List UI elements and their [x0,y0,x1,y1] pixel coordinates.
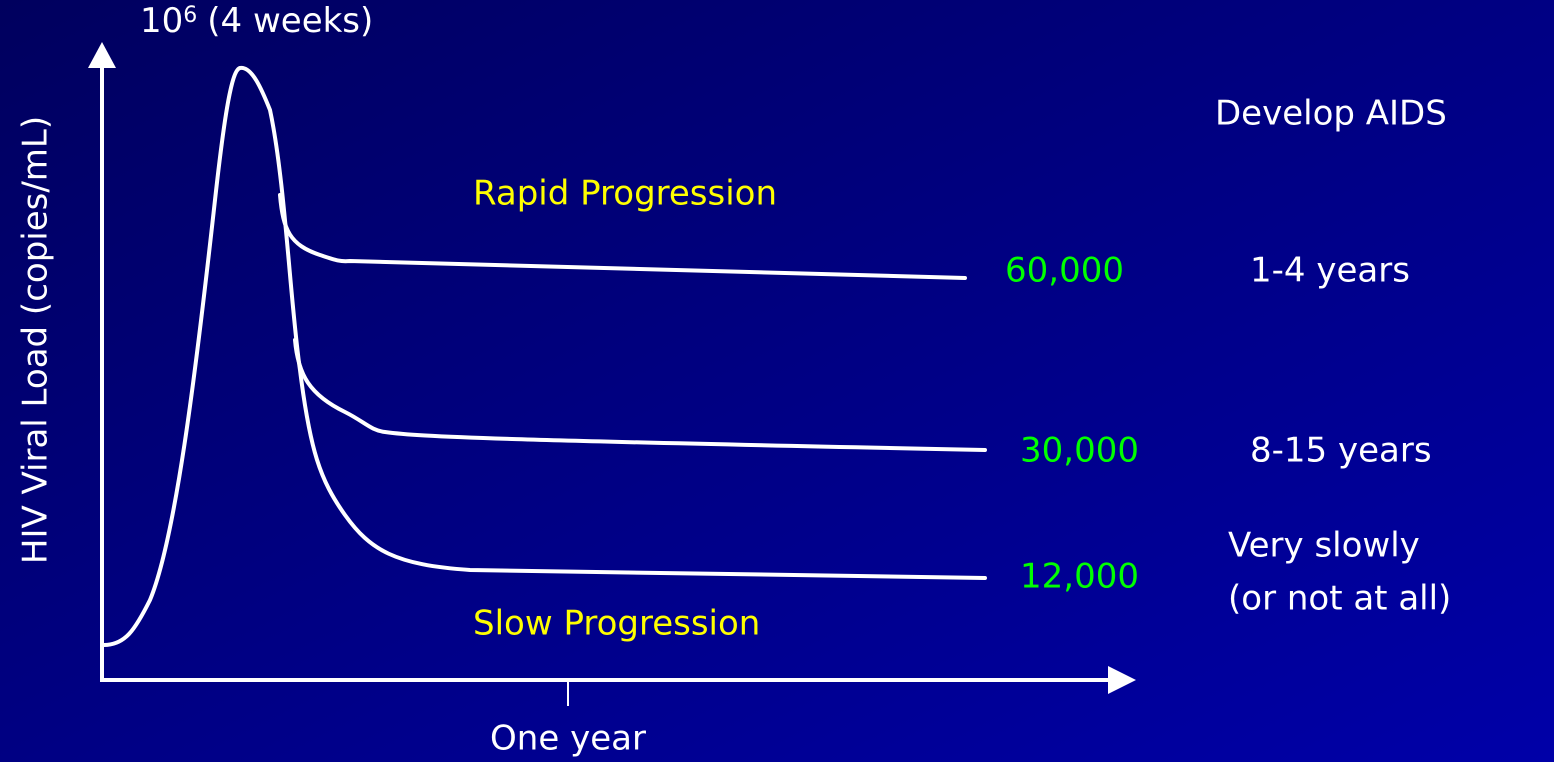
outcome: 8-15 years [1250,431,1432,471]
viral-load: 60,000 [1005,251,1124,291]
peak-base: 10 [140,1,183,41]
peak-exponent: 6 [183,3,197,28]
rapid-curve [278,193,967,280]
y-axis-label: HIV Viral Load (copies/mL) [16,116,56,564]
outcome: 1-4 years [1250,251,1410,291]
intermediate-curve [293,338,987,452]
viral-load: 30,000 [1020,431,1139,471]
peak-label: 106 (4 weeks) [140,1,373,41]
x-arrow [1108,666,1136,694]
peak-note: (4 weeks) [207,1,373,41]
y-arrow [88,42,116,68]
rapid-label: Rapid Progression [473,174,777,214]
outcome-header: Develop AIDS [1215,94,1447,134]
slow-curve [102,66,987,647]
viral-load: 12,000 [1020,557,1139,597]
x-tick-label: One year [490,719,646,759]
slow-label: Slow Progression [473,604,760,644]
outcome: Very slowly [1228,526,1420,566]
outcome: (or not at all) [1228,579,1451,619]
